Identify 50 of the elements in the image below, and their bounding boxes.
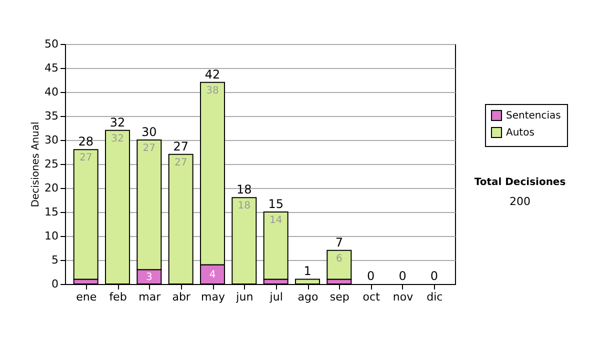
data-label: 27 xyxy=(174,157,188,168)
total-label: 30 xyxy=(142,125,157,139)
x-tick-label: jul xyxy=(268,290,283,304)
total-label: 27 xyxy=(173,139,188,154)
data-label: 14 xyxy=(269,215,282,226)
data-label: 3 xyxy=(146,272,152,283)
x-tick-label: abr xyxy=(172,290,191,304)
legend-label: Sentencias xyxy=(506,110,561,122)
data-label: 32 xyxy=(111,133,124,144)
x-tick-label: ago xyxy=(298,290,318,304)
y-tick-label: 20 xyxy=(44,182,58,194)
total-label: 18 xyxy=(236,182,252,197)
y-axis-title: Decisiones Anual xyxy=(30,122,42,208)
total-label: 32 xyxy=(110,115,126,130)
text: 200 xyxy=(510,195,530,208)
y-tick-label: 45 xyxy=(44,62,58,74)
data-label: 27 xyxy=(79,152,92,164)
data-label: 38 xyxy=(206,85,219,96)
x-tick-label: sep xyxy=(330,290,350,304)
data-label: 18 xyxy=(238,200,251,212)
total-label: 0 xyxy=(430,269,438,283)
total-label: 15 xyxy=(268,197,284,211)
total-label: 0 xyxy=(398,269,406,283)
x-tick-label: ene xyxy=(76,290,97,304)
data-label: 6 xyxy=(336,253,342,264)
x-tick-label: feb xyxy=(109,290,127,304)
x-tick-label: jun xyxy=(235,290,254,304)
x-tick-label: oct xyxy=(362,290,381,304)
total-label: 0 xyxy=(367,269,375,283)
y-tick-label: 10 xyxy=(44,230,58,242)
y-tick-label: 40 xyxy=(44,86,58,98)
text: Total Decisiones xyxy=(474,177,566,188)
y-tick-label: 25 xyxy=(44,158,58,170)
total-label: 7 xyxy=(335,235,343,250)
data-label: 4 xyxy=(209,269,216,280)
legend-label: Autos xyxy=(506,128,534,138)
y-tick-label: 0 xyxy=(52,278,58,290)
y-tick-label: 30 xyxy=(44,134,58,146)
x-tick-label: nov xyxy=(392,290,414,304)
y-tick-label: 15 xyxy=(44,206,58,218)
total-label: 1 xyxy=(304,264,312,278)
data-label: 27 xyxy=(142,143,156,154)
x-tick-label: mar xyxy=(138,290,162,304)
total-label: 42 xyxy=(204,67,220,82)
total-label: 28 xyxy=(78,134,94,149)
x-tick-label: may xyxy=(201,290,226,304)
x-tick-label: dic xyxy=(426,290,443,304)
y-tick-label: 35 xyxy=(44,110,58,122)
y-tick-label: 5 xyxy=(52,254,58,266)
y-tick-label: 50 xyxy=(44,38,58,50)
